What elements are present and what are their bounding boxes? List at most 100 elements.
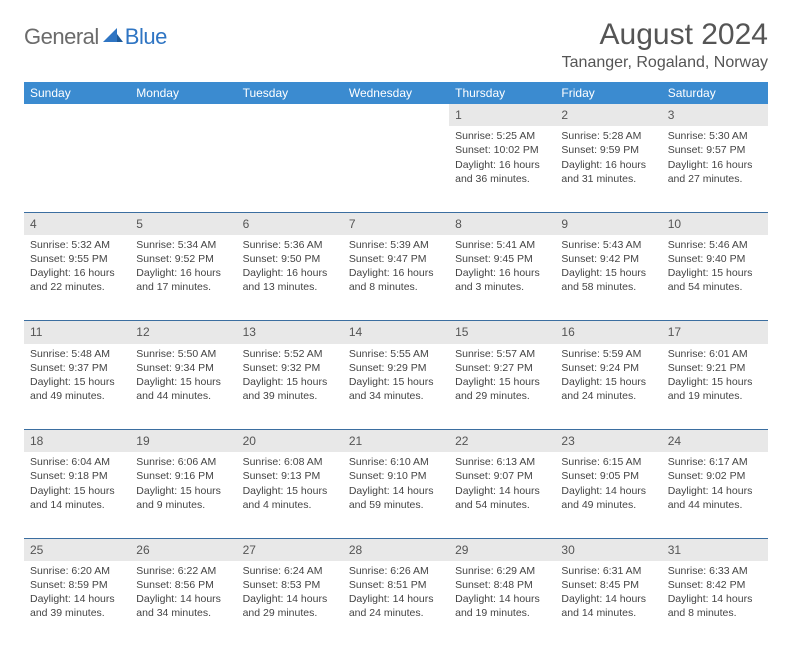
- daynum-row: 11121314151617: [24, 321, 768, 344]
- sunrise-text: Sunrise: 5:30 AM: [668, 129, 762, 143]
- sunset-text: Sunset: 9:16 PM: [136, 469, 230, 483]
- sunset-text: Sunset: 9:50 PM: [243, 252, 337, 266]
- logo: General Blue: [24, 18, 167, 50]
- sunset-text: Sunset: 9:52 PM: [136, 252, 230, 266]
- daylight-text: Daylight: 15 hours and 49 minutes.: [30, 375, 124, 403]
- day-number-cell: 1: [449, 104, 555, 126]
- daylight-text: Daylight: 14 hours and 8 minutes.: [668, 592, 762, 620]
- day-detail-cell: Sunrise: 6:10 AMSunset: 9:10 PMDaylight:…: [343, 452, 449, 538]
- day-number-cell: [130, 104, 236, 126]
- sunset-text: Sunset: 9:29 PM: [349, 361, 443, 375]
- day-number-cell: 11: [24, 321, 130, 344]
- weekday-sat: Saturday: [662, 82, 768, 104]
- day-detail-cell: Sunrise: 6:31 AMSunset: 8:45 PMDaylight:…: [555, 561, 661, 647]
- day-number-cell: 7: [343, 212, 449, 235]
- sunrise-text: Sunrise: 6:01 AM: [668, 347, 762, 361]
- sunrise-text: Sunrise: 6:22 AM: [136, 564, 230, 578]
- day-detail-cell: Sunrise: 5:32 AMSunset: 9:55 PMDaylight:…: [24, 235, 130, 321]
- sunset-text: Sunset: 9:37 PM: [30, 361, 124, 375]
- detail-row: Sunrise: 5:25 AMSunset: 10:02 PMDaylight…: [24, 126, 768, 212]
- day-detail-cell: Sunrise: 5:55 AMSunset: 9:29 PMDaylight:…: [343, 344, 449, 430]
- daynum-row: 45678910: [24, 212, 768, 235]
- daylight-text: Daylight: 16 hours and 27 minutes.: [668, 158, 762, 186]
- day-detail-cell: Sunrise: 6:06 AMSunset: 9:16 PMDaylight:…: [130, 452, 236, 538]
- weekday-tue: Tuesday: [237, 82, 343, 104]
- daylight-text: Daylight: 14 hours and 54 minutes.: [455, 484, 549, 512]
- daylight-text: Daylight: 15 hours and 58 minutes.: [561, 266, 655, 294]
- daylight-text: Daylight: 16 hours and 13 minutes.: [243, 266, 337, 294]
- day-number-cell: 2: [555, 104, 661, 126]
- day-number-cell: 18: [24, 430, 130, 453]
- sunset-text: Sunset: 9:45 PM: [455, 252, 549, 266]
- day-number-cell: 15: [449, 321, 555, 344]
- day-number-cell: [237, 104, 343, 126]
- sunrise-text: Sunrise: 5:59 AM: [561, 347, 655, 361]
- daylight-text: Daylight: 15 hours and 24 minutes.: [561, 375, 655, 403]
- sunrise-text: Sunrise: 6:10 AM: [349, 455, 443, 469]
- day-detail-cell: Sunrise: 6:17 AMSunset: 9:02 PMDaylight:…: [662, 452, 768, 538]
- day-detail-cell: Sunrise: 5:43 AMSunset: 9:42 PMDaylight:…: [555, 235, 661, 321]
- day-number-cell: 12: [130, 321, 236, 344]
- day-number-cell: 4: [24, 212, 130, 235]
- title-block: August 2024 Tananger, Rogaland, Norway: [562, 18, 768, 72]
- sunrise-text: Sunrise: 5:41 AM: [455, 238, 549, 252]
- sunset-text: Sunset: 9:55 PM: [30, 252, 124, 266]
- sunrise-text: Sunrise: 5:36 AM: [243, 238, 337, 252]
- page-title: August 2024: [562, 18, 768, 52]
- sunset-text: Sunset: 9:18 PM: [30, 469, 124, 483]
- sunrise-text: Sunrise: 5:57 AM: [455, 347, 549, 361]
- sunset-text: Sunset: 9:27 PM: [455, 361, 549, 375]
- day-number-cell: 9: [555, 212, 661, 235]
- day-detail-cell: Sunrise: 5:59 AMSunset: 9:24 PMDaylight:…: [555, 344, 661, 430]
- daylight-text: Daylight: 14 hours and 24 minutes.: [349, 592, 443, 620]
- day-detail-cell: Sunrise: 6:26 AMSunset: 8:51 PMDaylight:…: [343, 561, 449, 647]
- day-number-cell: [343, 104, 449, 126]
- logo-text-gray: General: [24, 24, 99, 50]
- day-detail-cell: [237, 126, 343, 212]
- sunset-text: Sunset: 9:24 PM: [561, 361, 655, 375]
- day-number-cell: 25: [24, 538, 130, 561]
- sunrise-text: Sunrise: 6:29 AM: [455, 564, 549, 578]
- location-text: Tananger, Rogaland, Norway: [562, 54, 768, 72]
- sunrise-text: Sunrise: 6:24 AM: [243, 564, 337, 578]
- detail-row: Sunrise: 5:32 AMSunset: 9:55 PMDaylight:…: [24, 235, 768, 321]
- day-number-cell: 28: [343, 538, 449, 561]
- day-detail-cell: [24, 126, 130, 212]
- sunset-text: Sunset: 9:10 PM: [349, 469, 443, 483]
- sunrise-text: Sunrise: 6:17 AM: [668, 455, 762, 469]
- sunset-text: Sunset: 9:40 PM: [668, 252, 762, 266]
- sunrise-text: Sunrise: 6:04 AM: [30, 455, 124, 469]
- header: General Blue August 2024 Tananger, Rogal…: [24, 18, 768, 72]
- weekday-sun: Sunday: [24, 82, 130, 104]
- day-detail-cell: Sunrise: 5:34 AMSunset: 9:52 PMDaylight:…: [130, 235, 236, 321]
- day-number-cell: 23: [555, 430, 661, 453]
- day-detail-cell: Sunrise: 5:46 AMSunset: 9:40 PMDaylight:…: [662, 235, 768, 321]
- weekday-fri: Friday: [555, 82, 661, 104]
- day-detail-cell: Sunrise: 6:24 AMSunset: 8:53 PMDaylight:…: [237, 561, 343, 647]
- logo-text-blue: Blue: [125, 24, 167, 50]
- sunset-text: Sunset: 9:34 PM: [136, 361, 230, 375]
- day-number-cell: 27: [237, 538, 343, 561]
- detail-row: Sunrise: 6:04 AMSunset: 9:18 PMDaylight:…: [24, 452, 768, 538]
- sunrise-text: Sunrise: 5:50 AM: [136, 347, 230, 361]
- daylight-text: Daylight: 16 hours and 17 minutes.: [136, 266, 230, 294]
- daylight-text: Daylight: 15 hours and 44 minutes.: [136, 375, 230, 403]
- sunrise-text: Sunrise: 6:08 AM: [243, 455, 337, 469]
- detail-row: Sunrise: 6:20 AMSunset: 8:59 PMDaylight:…: [24, 561, 768, 647]
- sunset-text: Sunset: 9:47 PM: [349, 252, 443, 266]
- day-number-cell: 24: [662, 430, 768, 453]
- daylight-text: Daylight: 15 hours and 4 minutes.: [243, 484, 337, 512]
- sunrise-text: Sunrise: 6:06 AM: [136, 455, 230, 469]
- day-number-cell: 20: [237, 430, 343, 453]
- daylight-text: Daylight: 15 hours and 14 minutes.: [30, 484, 124, 512]
- sunrise-text: Sunrise: 5:39 AM: [349, 238, 443, 252]
- daynum-row: 18192021222324: [24, 430, 768, 453]
- sunset-text: Sunset: 9:57 PM: [668, 143, 762, 157]
- day-detail-cell: Sunrise: 5:52 AMSunset: 9:32 PMDaylight:…: [237, 344, 343, 430]
- daylight-text: Daylight: 14 hours and 44 minutes.: [668, 484, 762, 512]
- day-number-cell: 13: [237, 321, 343, 344]
- sunrise-text: Sunrise: 6:13 AM: [455, 455, 549, 469]
- sunset-text: Sunset: 8:53 PM: [243, 578, 337, 592]
- day-detail-cell: Sunrise: 6:33 AMSunset: 8:42 PMDaylight:…: [662, 561, 768, 647]
- day-number-cell: 10: [662, 212, 768, 235]
